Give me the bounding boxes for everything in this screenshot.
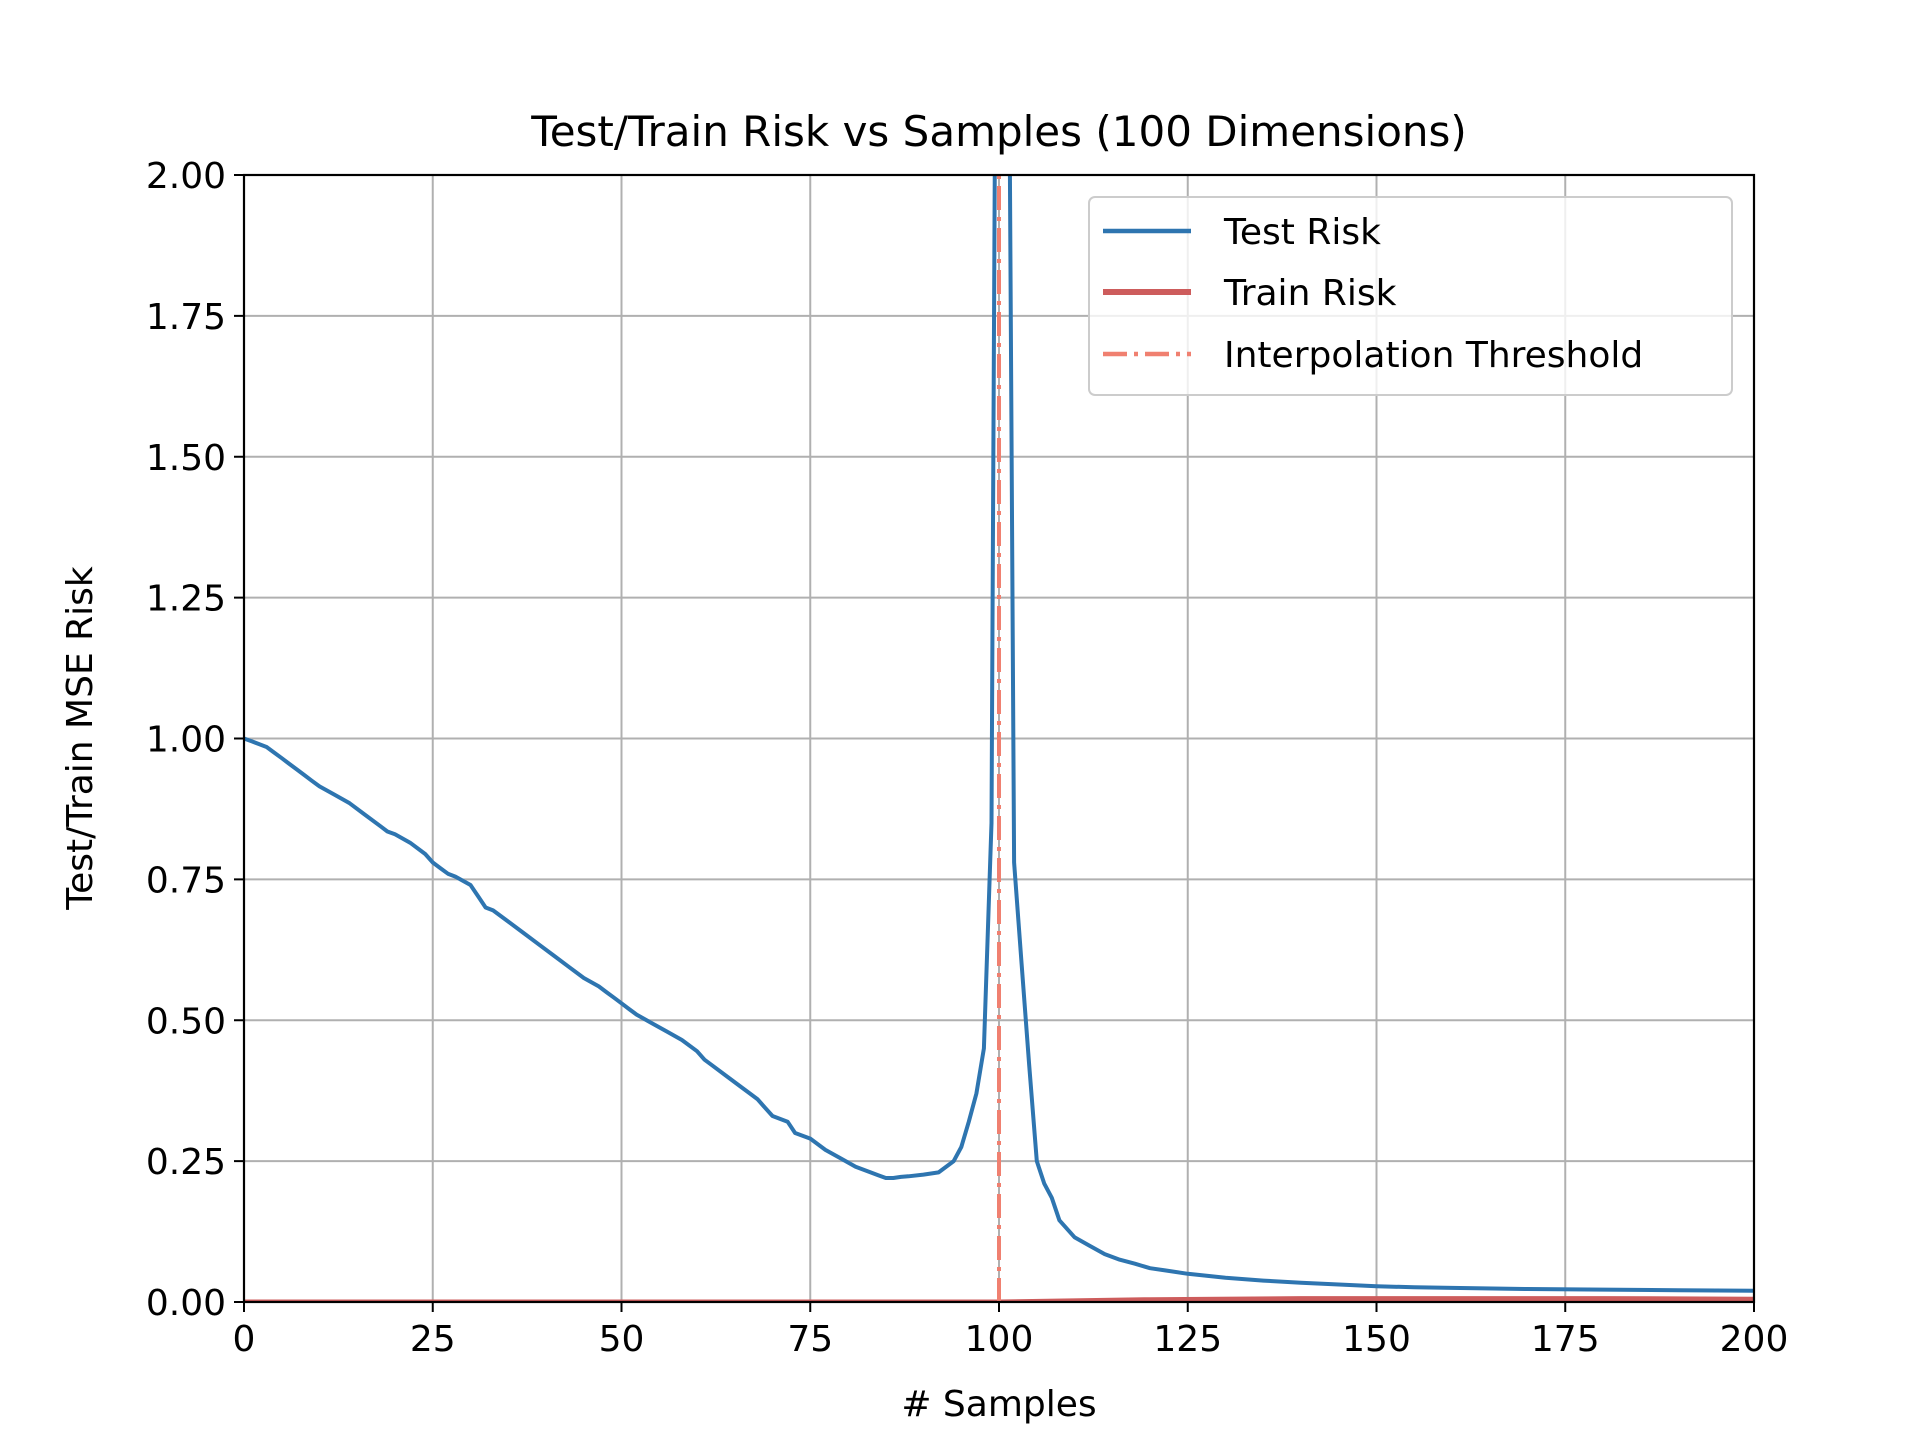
- y-tick-label: 1.50: [146, 438, 226, 479]
- legend-label-interpolation-threshold: Interpolation Threshold: [1224, 335, 1643, 376]
- y-tick-label: 1.00: [146, 720, 226, 761]
- legend-label-test-risk: Test Risk: [1223, 212, 1381, 253]
- x-tick-label: 150: [1342, 1319, 1411, 1360]
- ticks: 0 25 50 75 100 125 150 175 200 0.00 0.25 0.50 0.75 1.…: [146, 156, 1789, 1360]
- series-layer: [244, 175, 1754, 1302]
- legend-label-train-risk: Train Risk: [1223, 273, 1397, 314]
- legend-box: [1088, 196, 1733, 396]
- y-tick-label: 2.00: [146, 156, 226, 197]
- y-axis-label: Test/Train MSE Risk: [60, 566, 101, 911]
- x-tick-label: 50: [599, 1319, 645, 1360]
- y-tick-label: 1.75: [146, 297, 226, 338]
- y-tick-label: 0.25: [146, 1142, 226, 1183]
- x-tick-label: 200: [1720, 1319, 1789, 1360]
- x-tick-label: 0: [233, 1319, 256, 1360]
- y-tick-label: 0.75: [146, 860, 226, 901]
- x-tick-label: 75: [787, 1319, 833, 1360]
- x-axis-label: # Samples: [901, 1384, 1096, 1425]
- legend: Test Risk Train Risk Interpolation Thres…: [1088, 196, 1733, 396]
- y-tick-label: 0.00: [146, 1283, 226, 1324]
- y-tick-label: 1.25: [146, 579, 226, 620]
- y-tick-label: 0.50: [146, 1001, 226, 1042]
- chart-title: Test/Train Risk vs Samples (100 Dimensio…: [530, 107, 1467, 156]
- x-tick-label: 175: [1531, 1319, 1600, 1360]
- x-tick-label: 125: [1153, 1319, 1222, 1360]
- x-tick-label: 100: [965, 1319, 1034, 1360]
- x-tick-label: 25: [410, 1319, 456, 1360]
- series-line-train-risk: [244, 1296, 1754, 1302]
- series-line-test-risk: [244, 175, 1754, 1293]
